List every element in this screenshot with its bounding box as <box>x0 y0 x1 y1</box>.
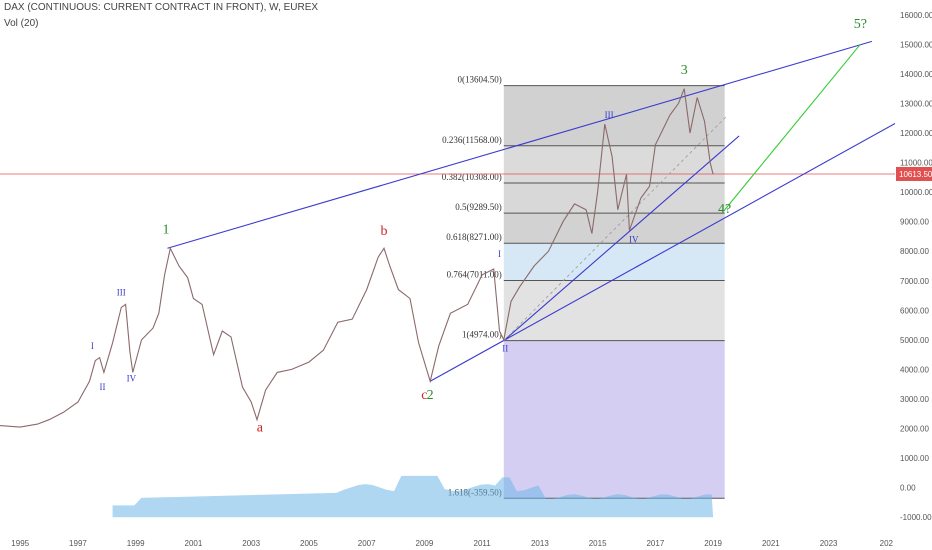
volume-area <box>112 475 714 518</box>
dotted-trendline <box>503 114 728 341</box>
wave-label: c <box>421 388 427 403</box>
x-tick-label: 2009 <box>416 539 434 548</box>
projection-line <box>724 43 861 211</box>
x-tick-label: 2023 <box>820 539 838 548</box>
fib-level-label-2: 0.382(10308.00) <box>442 172 502 182</box>
fib-zone-4 <box>503 243 725 281</box>
wave-label: IV <box>629 234 639 244</box>
y-tick-label: 16000.00 <box>900 11 932 20</box>
wave-label: b <box>380 224 387 239</box>
y-tick-label: 8000.00 <box>900 247 929 256</box>
x-tick-label: 1999 <box>127 539 145 548</box>
wave-label: I <box>498 249 501 259</box>
fib-level-label-6: 1(4974.00) <box>462 330 502 340</box>
fib-zone-5 <box>503 280 725 341</box>
x-tick-label: 2011 <box>474 539 492 548</box>
x-tick-label: 2017 <box>646 539 664 548</box>
wave-label: II <box>502 344 508 354</box>
x-tick-label: 1997 <box>69 539 87 548</box>
y-tick-label: 11000.00 <box>900 159 932 168</box>
y-tick-label: 12000.00 <box>900 129 932 138</box>
fib-zone-6 <box>503 340 725 499</box>
x-tick-label: 2019 <box>704 539 722 548</box>
x-tick-label: 2005 <box>300 539 318 548</box>
volume-indicator-label[interactable]: Vol (20) <box>4 18 39 29</box>
upper-channel-line <box>167 40 873 249</box>
x-tick-label: 2015 <box>589 539 607 548</box>
x-tick-label: 2013 <box>531 539 549 548</box>
inner-trendline <box>503 135 740 342</box>
fib-level-label-3: 0.5(9289.50) <box>455 202 502 212</box>
wave-label: 1 <box>163 222 170 237</box>
wave-label: 5? <box>854 17 867 32</box>
y-tick-label: 1000.00 <box>900 454 929 463</box>
fib-level-label-0: 0(13604.50) <box>458 75 502 85</box>
current-price-badge <box>896 166 932 181</box>
x-tick-label: 202 <box>880 539 894 548</box>
fib-level-label-1: 0.236(11568.00) <box>442 135 502 145</box>
wave-label: a <box>257 421 264 436</box>
wave-label: I <box>91 341 94 351</box>
y-tick-label: 7000.00 <box>900 277 929 286</box>
y-tick-label: 9000.00 <box>900 218 929 227</box>
y-tick-label: 0.00 <box>900 484 916 493</box>
y-tick-label: 10000.00 <box>900 188 932 197</box>
wave-label: III <box>605 110 614 120</box>
wave-label: 2 <box>427 388 434 403</box>
x-tick-label: 2001 <box>185 539 203 548</box>
wave-label: 3 <box>681 63 688 78</box>
fib-zone-3 <box>503 213 725 244</box>
wave-label: II <box>99 382 105 392</box>
lower-channel-line <box>429 122 895 382</box>
fib-level-label-5: 0.764(7011.00) <box>447 269 502 279</box>
x-tick-label: 2007 <box>358 539 376 548</box>
wave-label: III <box>117 288 126 298</box>
current-price-label: 10613.50 <box>899 170 932 179</box>
x-tick-label: 2021 <box>762 539 780 548</box>
fib-level-label-4: 0.618(8271.00) <box>446 232 502 242</box>
x-tick-label: 1995 <box>11 539 29 548</box>
wave-label: 4? <box>718 202 731 217</box>
y-tick-label: 3000.00 <box>900 395 929 404</box>
y-tick-label: 15000.00 <box>900 40 932 49</box>
fib-zone-2 <box>503 183 725 214</box>
x-tick-label: 2003 <box>242 539 260 548</box>
chart-title: DAX (CONTINUOUS: CURRENT CONTRACT IN FRO… <box>4 2 319 13</box>
wave-label: IV <box>127 373 137 383</box>
y-tick-label: 14000.00 <box>900 70 932 79</box>
y-tick-label: -1000.00 <box>900 513 932 522</box>
y-tick-label: 4000.00 <box>900 365 929 374</box>
y-tick-label: 2000.00 <box>900 425 929 434</box>
y-tick-label: 13000.00 <box>900 99 932 108</box>
y-tick-label: 6000.00 <box>900 306 929 315</box>
price-series-line <box>0 88 714 428</box>
y-tick-label: 5000.00 <box>900 336 929 345</box>
